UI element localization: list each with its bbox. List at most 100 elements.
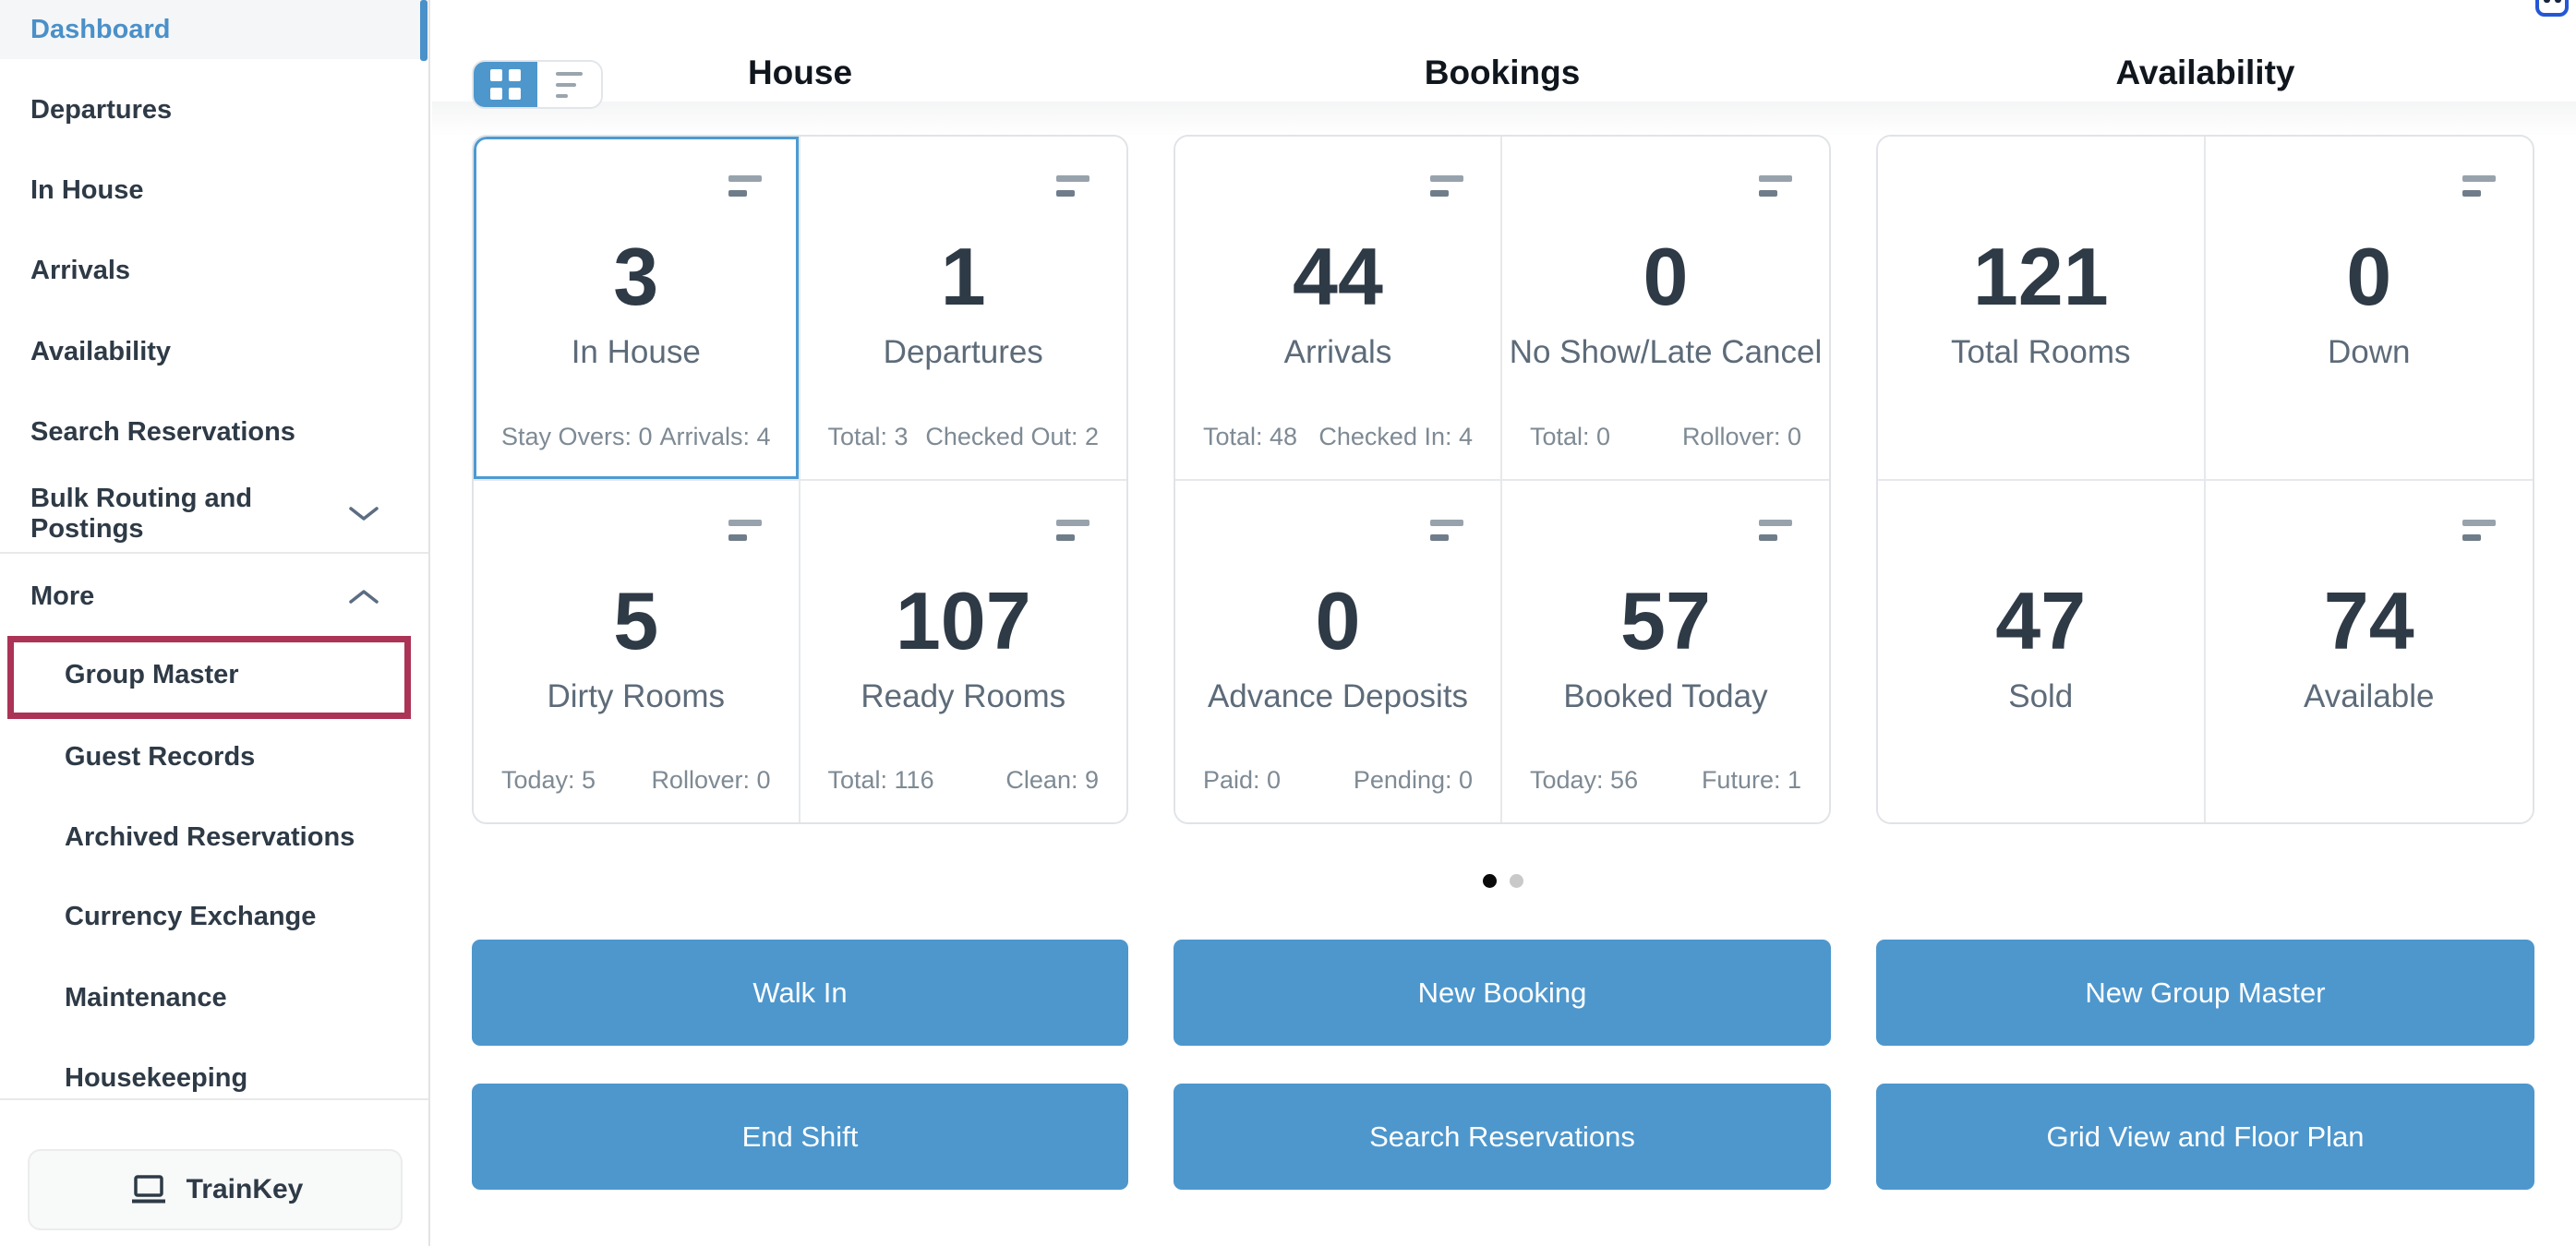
panel-bookings: 44 Arrivals Total: 48 Checked In: 4 0 No Show… xyxy=(1174,135,1831,824)
sidebar-item-label: Departures xyxy=(30,94,173,125)
card-stat: Future: 1 xyxy=(1701,766,1801,794)
sidebar: Dashboard Departures In House Arrivals Avail… xyxy=(0,0,430,1246)
card-departures[interactable]: 1 Departures Total: 3 Checked Out: 2 xyxy=(800,137,1126,481)
sidebar-item-currency-exchange[interactable]: Currency Exchange xyxy=(0,887,426,946)
card-advance-deposits[interactable]: 0 Advance Deposits Paid: 0 Pending: 0 xyxy=(1175,481,1502,822)
walk-in-button[interactable]: Walk In xyxy=(472,940,1128,1046)
trainkey-button[interactable]: TrainKey xyxy=(28,1149,403,1230)
sidebar-item-label: Bulk Routing and Postings xyxy=(30,484,253,544)
card-value: 0 xyxy=(2346,231,2392,322)
card-total-rooms[interactable]: 121 Total Rooms xyxy=(1878,137,2206,481)
sidebar-item-in-house[interactable]: In House xyxy=(0,161,426,220)
card-stat: Pending: 0 xyxy=(1353,766,1473,794)
card-menu-bars-icon[interactable] xyxy=(1759,520,1792,541)
chevron-up-icon xyxy=(348,588,379,605)
card-label: Advance Deposits xyxy=(1207,678,1469,714)
card-ready-rooms[interactable]: 107 Ready Rooms Total: 116 Clean: 9 xyxy=(800,481,1126,822)
card-arrivals[interactable]: 44 Arrivals Total: 48 Checked In: 4 xyxy=(1175,137,1502,481)
new-booking-button[interactable]: New Booking xyxy=(1174,940,1831,1046)
sidebar-item-label: Dashboard xyxy=(30,14,171,44)
card-stat: Checked In: 4 xyxy=(1318,423,1473,450)
card-menu-bars-icon[interactable] xyxy=(2462,520,2496,541)
card-menu-bars-icon[interactable] xyxy=(2462,175,2496,197)
carousel-pagination xyxy=(472,874,2534,888)
card-stat: Today: 56 xyxy=(1530,766,1639,794)
end-shift-button[interactable]: End Shift xyxy=(472,1084,1128,1190)
card-value: 47 xyxy=(1995,575,2087,666)
panel-house: 3 In House Stay Overs: 0 Arrivals: 4 1 Depart… xyxy=(472,135,1128,824)
card-stat: Stay Overs: 0 xyxy=(501,423,653,450)
card-stat: Today: 5 xyxy=(501,766,596,794)
divider xyxy=(0,552,428,554)
card-menu-bars-icon[interactable] xyxy=(1759,175,1792,197)
card-value: 3 xyxy=(613,231,659,322)
card-menu-bars-icon[interactable] xyxy=(728,175,762,197)
sidebar-item-group-master[interactable]: Group Master xyxy=(0,645,426,704)
card-stats: Stay Overs: 0 Arrivals: 4 xyxy=(501,423,771,451)
sidebar-item-label: Group Master xyxy=(65,659,239,689)
sidebar-item-guest-records[interactable]: Guest Records xyxy=(0,727,426,786)
grid-view-and-floor-plan-button[interactable]: Grid View and Floor Plan xyxy=(1876,1084,2534,1190)
sidebar-scrollbar-thumb[interactable] xyxy=(420,0,427,61)
card-value: 107 xyxy=(895,575,1031,666)
card-stats: Total: 3 Checked Out: 2 xyxy=(828,423,1100,451)
toggle-grid-view[interactable] xyxy=(474,62,537,107)
card-label: Dirty Rooms xyxy=(547,678,726,714)
card-menu-bars-icon[interactable] xyxy=(1430,520,1463,541)
chevron-down-icon xyxy=(348,506,379,522)
card-in-house[interactable]: 3 In House Stay Overs: 0 Arrivals: 4 xyxy=(474,137,800,481)
pill-dot xyxy=(2554,0,2561,3)
card-stats: Total: 48 Checked In: 4 xyxy=(1203,423,1473,451)
card-stats: Paid: 0 Pending: 0 xyxy=(1203,766,1473,795)
card-value: 57 xyxy=(1620,575,1711,666)
sidebar-item-label: Search Reservations xyxy=(30,416,295,447)
card-menu-bars-icon[interactable] xyxy=(1056,520,1089,541)
card-label: Arrivals xyxy=(1283,334,1392,370)
sidebar-item-departures[interactable]: Departures xyxy=(0,80,426,139)
sidebar-item-dashboard[interactable]: Dashboard xyxy=(0,0,426,59)
card-stats: Today: 5 Rollover: 0 xyxy=(501,766,771,795)
section-title-bookings: Bookings xyxy=(1424,54,1581,91)
card-label: Departures xyxy=(883,334,1043,370)
new-group-master-button[interactable]: New Group Master xyxy=(1876,940,2534,1046)
sidebar-item-maintenance[interactable]: Maintenance xyxy=(0,968,426,1027)
sidebar-item-housekeeping[interactable]: Housekeeping xyxy=(0,1048,426,1108)
card-menu-bars-icon[interactable] xyxy=(1430,175,1463,197)
pagination-dot-active[interactable] xyxy=(1483,874,1497,888)
card-stat: Total: 3 xyxy=(827,423,909,450)
sidebar-item-search-reservations[interactable]: Search Reservations xyxy=(0,402,426,461)
card-no-show-late-cancel[interactable]: 0 No Show/Late Cancel Total: 0 Rollover: 0 xyxy=(1502,137,1829,481)
card-stat: Total: 0 xyxy=(1530,423,1611,450)
sidebar-item-archived-reservations[interactable]: Archived Reservations xyxy=(0,808,426,867)
view-toggle xyxy=(472,60,603,109)
sidebar-item-arrivals[interactable]: Arrivals xyxy=(0,241,426,300)
sidebar-item-label: Maintenance xyxy=(65,982,227,1012)
card-available[interactable]: 74 Available xyxy=(2205,481,2533,822)
trainkey-label: TrainKey xyxy=(186,1174,304,1204)
sidebar-item-more[interactable]: More xyxy=(0,567,426,626)
card-stat: Clean: 9 xyxy=(1005,766,1099,794)
card-value: 1 xyxy=(940,231,986,322)
toggle-list-view[interactable] xyxy=(537,62,601,107)
card-dirty-rooms[interactable]: 5 Dirty Rooms Today: 5 Rollover: 0 xyxy=(474,481,800,822)
card-down[interactable]: 0 Down xyxy=(2205,137,2533,481)
card-label: Available xyxy=(2304,678,2435,714)
sidebar-nav: Dashboard Departures In House Arrivals Avail… xyxy=(0,0,428,1246)
sidebar-item-label: In House xyxy=(30,174,144,205)
card-stats: Total: 0 Rollover: 0 xyxy=(1530,423,1801,451)
sidebar-item-bulk-routing-and-postings[interactable]: Bulk Routing and Postings xyxy=(0,484,426,544)
sidebar-item-availability[interactable]: Availability xyxy=(0,322,426,381)
card-menu-bars-icon[interactable] xyxy=(728,520,762,541)
action-buttons: Walk In New Booking New Group Master End Sh… xyxy=(472,940,2534,1190)
card-value: 44 xyxy=(1293,231,1383,322)
card-booked-today[interactable]: 57 Booked Today Today: 56 Future: 1 xyxy=(1502,481,1829,822)
card-label: No Show/Late Cancel xyxy=(1509,334,1823,370)
card-label: Down xyxy=(2328,334,2411,370)
card-value: 74 xyxy=(2323,575,2414,666)
search-reservations-button[interactable]: Search Reservations xyxy=(1174,1084,1831,1190)
card-menu-bars-icon[interactable] xyxy=(1056,175,1089,197)
panel-availability: 121 Total Rooms 0 Down 47 Sold 74 Available xyxy=(1876,135,2534,824)
pagination-dot-inactive[interactable] xyxy=(1510,874,1523,888)
divider xyxy=(0,1098,428,1100)
card-sold[interactable]: 47 Sold xyxy=(1878,481,2206,822)
